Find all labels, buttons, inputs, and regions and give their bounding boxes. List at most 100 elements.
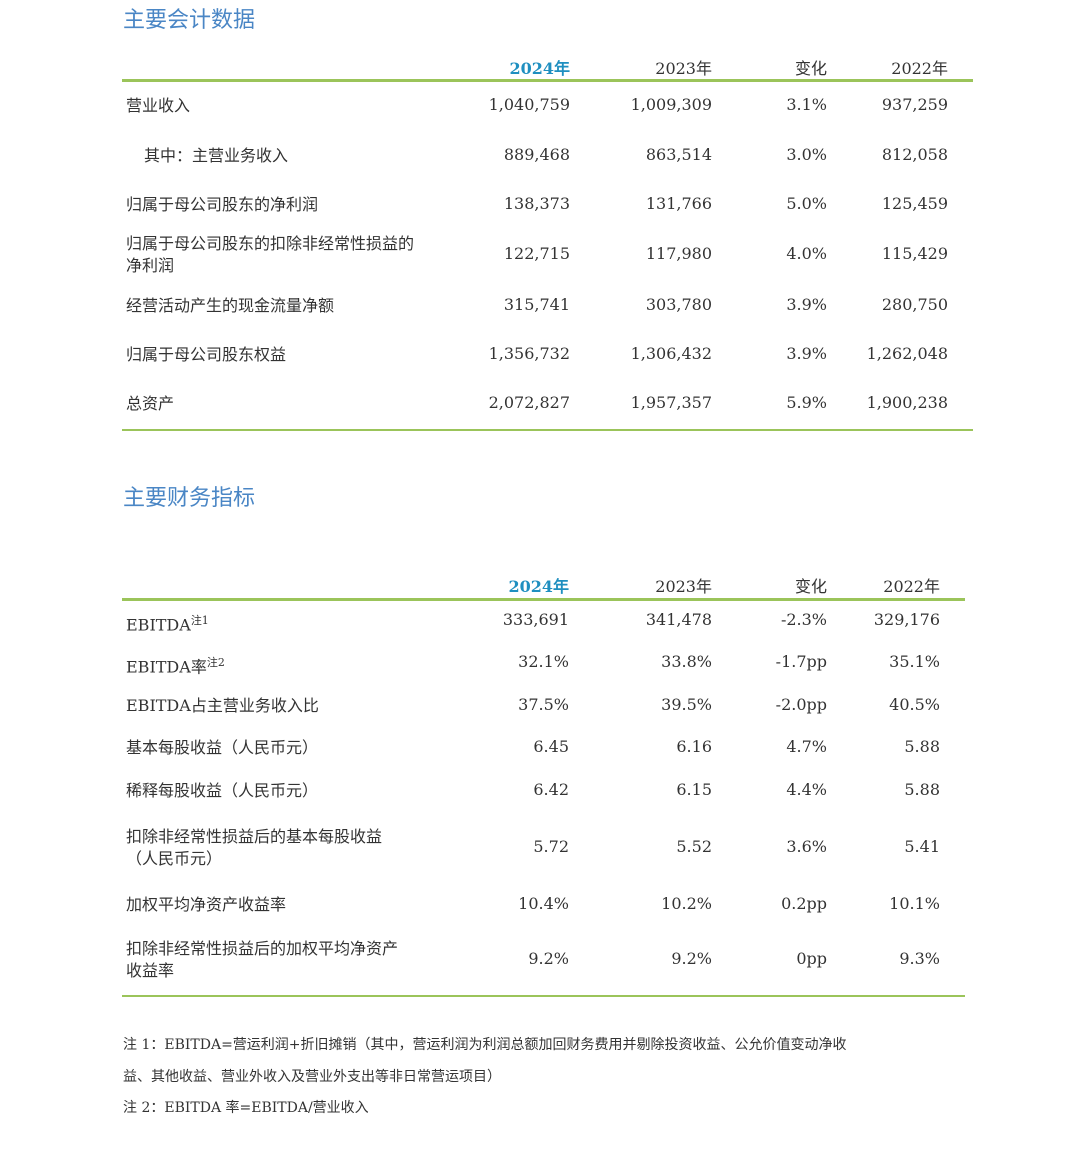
table-row: 基本每股收益（人民币元） 6.45 6.16 4.7% 5.88: [0, 737, 1079, 761]
column-header: 2023年: [655, 577, 712, 596]
value-cell: 3.9%: [786, 344, 827, 363]
value-cell: 1,306,432: [630, 344, 712, 363]
table-row: EBITDA率注2 32.1% 33.8% -1.7pp 35.1%: [0, 652, 1079, 676]
row-label-text: 加权平均净资产收益率: [126, 895, 287, 914]
value-cell: 33.8%: [661, 652, 712, 671]
value-cell: 9.2%: [528, 949, 569, 968]
section2-header-row: 2024年 2023年 变化 2022年: [0, 573, 1079, 597]
table-row: 其中：主营业务收入 889,468 863,514 3.0% 812,058: [0, 145, 1079, 169]
divider: [122, 995, 965, 997]
value-cell: 10.4%: [518, 894, 569, 913]
row-label-text: 营业收入: [126, 96, 191, 115]
value-cell: 4.7%: [786, 737, 827, 756]
row-label: 归属于母公司股东权益: [126, 344, 286, 366]
table-row: 归属于母公司股东权益 1,356,732 1,306,432 3.9% 1,262,04…: [0, 344, 1079, 368]
value-cell: 37.5%: [518, 695, 569, 714]
value-cell: 5.0%: [786, 194, 827, 213]
table-row: 归属于母公司股东的净利润 138,373 131,766 5.0% 125,459: [0, 194, 1079, 218]
table-row: EBITDA注1 333,691 341,478 -2.3% 329,176: [0, 610, 1079, 634]
row-label-text: EBITDA率: [126, 657, 207, 677]
row-label-text: 归属于母公司股东的净利润: [126, 195, 319, 214]
row-label-text: 经营活动产生的现金流量净额: [126, 296, 335, 315]
value-cell: 32.1%: [518, 652, 569, 671]
row-label-text: 总资产: [126, 394, 175, 413]
row-label: 其中：主营业务收入: [144, 145, 288, 167]
column-header: 2022年: [883, 577, 940, 596]
value-cell: 1,262,048: [866, 344, 948, 363]
row-label-text: EBITDA: [126, 615, 191, 635]
row-label-text: 归属于母公司股东权益: [126, 345, 287, 364]
value-cell: 6.15: [676, 780, 712, 799]
column-header: 变化: [794, 577, 827, 596]
row-label: 归属于母公司股东的扣除非经常性损益的 净利润: [126, 233, 414, 277]
value-cell: 138,373: [503, 194, 570, 213]
value-cell: 5.52: [676, 837, 712, 856]
column-header: 2023年: [655, 59, 712, 78]
value-cell: 863,514: [645, 145, 712, 164]
row-label: 总资产: [126, 393, 174, 415]
value-cell: 6.45: [533, 737, 569, 756]
row-label: EBITDA占主营业务收入比: [126, 695, 319, 717]
value-cell: 1,009,309: [630, 95, 712, 114]
value-cell: 3.1%: [786, 95, 827, 114]
value-cell: 5.9%: [786, 393, 827, 412]
section2-title: 主要财务指标: [123, 486, 256, 511]
table-row: 归属于母公司股东的扣除非经常性损益的 净利润 122,715 117,980 4.0%…: [0, 234, 1079, 275]
row-label: EBITDA注1: [126, 610, 209, 636]
value-cell: 9.3%: [899, 949, 940, 968]
footnote-1: 注 1：EBITDA=营运利润+折旧摊销（其中，营运利润为利润总额加回财务费用并…: [123, 1037, 847, 1053]
value-cell: 3.9%: [786, 295, 827, 314]
value-cell: 5.88: [904, 780, 940, 799]
table-row: 营业收入 1,040,759 1,009,309 3.1% 937,259: [0, 95, 1079, 119]
column-header: 2024年: [509, 59, 570, 78]
value-cell: 333,691: [502, 610, 569, 629]
value-cell: 9.2%: [671, 949, 712, 968]
row-label-text: 扣除非经常性损益后的加权平均净资产 收益率: [126, 939, 399, 980]
row-label-text: 基本每股收益（人民币元）: [126, 738, 319, 757]
value-cell: 1,356,732: [488, 344, 570, 363]
table-row: 加权平均净资产收益率 10.4% 10.2% 0.2pp 10.1%: [0, 894, 1079, 918]
value-cell: 1,900,238: [866, 393, 948, 412]
table-row: 扣除非经常性损益后的加权平均净资产 收益率 9.2% 9.2% 0pp 9.3%: [0, 939, 1079, 980]
column-header: 2022年: [891, 59, 948, 78]
value-cell: 1,957,357: [630, 393, 712, 412]
divider: [122, 598, 965, 601]
value-cell: 5.41: [904, 837, 940, 856]
table-row: 扣除非经常性损益后的基本每股收益 （人民币元） 5.72 5.52 3.6% 5.41: [0, 827, 1079, 868]
row-label: 基本每股收益（人民币元）: [126, 737, 318, 759]
footnote-ref: 注2: [206, 656, 225, 669]
footnote-1-cont: 益、其他收益、营业外收入及营业外支出等非日常营运项目）: [123, 1069, 501, 1085]
row-label: 扣除非经常性损益后的基本每股收益 （人民币元）: [126, 826, 382, 870]
footnote-2: 注 2：EBITDA 率=EBITDA/营业收入: [123, 1100, 369, 1116]
value-cell: 329,176: [873, 610, 940, 629]
row-label: 加权平均净资产收益率: [126, 894, 286, 916]
value-cell: 341,478: [645, 610, 712, 629]
value-cell: -1.7pp: [775, 652, 827, 671]
row-label: 营业收入: [126, 95, 190, 117]
value-cell: 6.42: [533, 780, 569, 799]
value-cell: 125,459: [881, 194, 948, 213]
row-label-text: 归属于母公司股东的扣除非经常性损益的 净利润: [126, 234, 415, 275]
value-cell: 10.2%: [661, 894, 712, 913]
value-cell: 115,429: [881, 244, 948, 263]
row-label: EBITDA率注2: [126, 652, 225, 678]
row-label: 归属于母公司股东的净利润: [126, 194, 318, 216]
footnote-ref: 注1: [190, 614, 209, 627]
divider: [122, 79, 973, 82]
value-cell: 937,259: [881, 95, 948, 114]
row-label-text: 其中：主营业务收入: [144, 146, 289, 165]
value-cell: 117,980: [645, 244, 712, 263]
row-label-text: 扣除非经常性损益后的基本每股收益 （人民币元）: [126, 827, 383, 868]
value-cell: 131,766: [645, 194, 712, 213]
value-cell: 812,058: [881, 145, 948, 164]
value-cell: 40.5%: [889, 695, 940, 714]
row-label: 扣除非经常性损益后的加权平均净资产 收益率: [126, 938, 398, 982]
row-label: 经营活动产生的现金流量净额: [126, 295, 334, 317]
table-row: 总资产 2,072,827 1,957,357 5.9% 1,900,238: [0, 393, 1079, 417]
value-cell: 5.72: [533, 837, 569, 856]
value-cell: 280,750: [881, 295, 948, 314]
value-cell: 0.2pp: [781, 894, 827, 913]
row-label-text: EBITDA占主营业务收入比: [126, 696, 319, 715]
value-cell: 889,468: [503, 145, 570, 164]
table-row: EBITDA占主营业务收入比 37.5% 39.5% -2.0pp 40.5%: [0, 695, 1079, 719]
